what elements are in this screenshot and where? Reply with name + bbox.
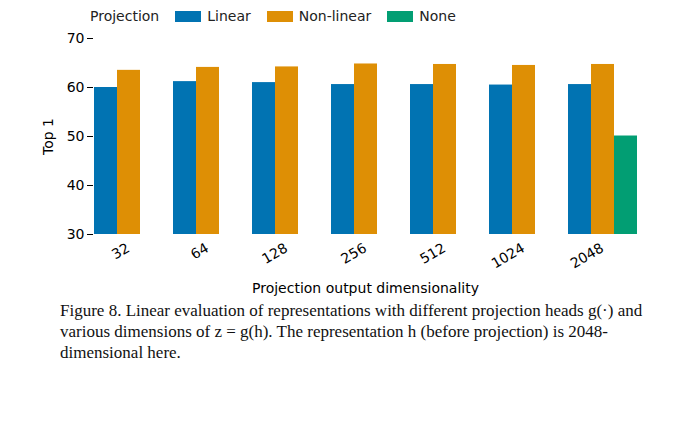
svg-text:64: 64: [188, 240, 212, 263]
html-text:None: None: [419, 8, 456, 24]
html-text:Linear: Linear: [207, 8, 251, 24]
svg-text:32: 32: [109, 240, 132, 263]
svg-text:2048: 2048: [567, 240, 606, 272]
svg-text:256: 256: [338, 240, 369, 267]
svg-text:40: 40: [67, 177, 85, 193]
html-text:Non-linear: Non-linear: [298, 8, 372, 24]
svg-text:70: 70: [67, 30, 85, 46]
svg-text:60: 60: [67, 79, 85, 95]
svg-text:Top 1: Top 1: [40, 118, 56, 156]
svg-text:512: 512: [417, 240, 448, 267]
svg-text:128: 128: [259, 240, 290, 267]
html-text:Figure 8. Linear evaluation of: Figure 8. Linear evaluation of represent…: [60, 301, 643, 362]
svg-text:50: 50: [67, 128, 85, 144]
svg-text:Projection output dimensionali: Projection output dimensionality: [252, 280, 479, 296]
svg-text:1024: 1024: [488, 240, 527, 272]
svg-text:30: 30: [67, 226, 85, 242]
html-text:Projection: Projection: [90, 8, 160, 24]
